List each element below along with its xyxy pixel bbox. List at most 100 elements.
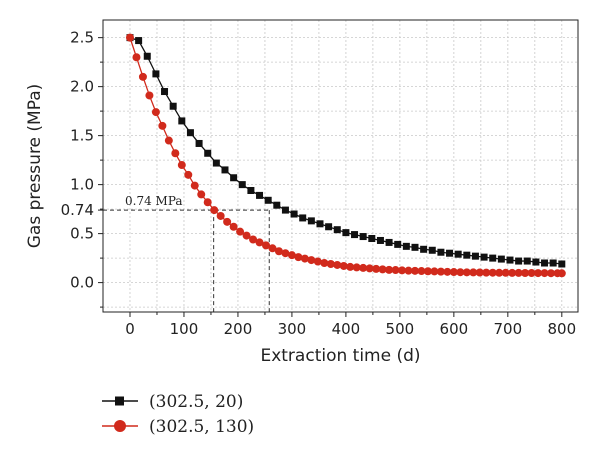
data-point (249, 235, 258, 244)
data-point (527, 269, 536, 278)
data-point (417, 267, 426, 276)
y-tick-label: 1.5 (70, 127, 94, 145)
data-point (368, 235, 376, 243)
data-point (125, 33, 134, 42)
plot-frame (102, 19, 579, 313)
data-point (385, 238, 393, 246)
data-point (300, 254, 309, 263)
data-point (325, 223, 333, 231)
legend-item: (302.5, 20) (102, 392, 243, 412)
data-point (489, 254, 497, 262)
data-point (143, 52, 151, 60)
data-point (378, 265, 387, 274)
data-point (236, 227, 245, 236)
data-point (197, 190, 206, 199)
data-point (428, 246, 436, 254)
data-point (541, 259, 549, 267)
data-point (462, 268, 471, 277)
data-point (372, 264, 381, 273)
data-point (273, 201, 281, 209)
data-point (549, 259, 557, 267)
data-point (515, 257, 523, 265)
data-point (274, 247, 283, 256)
series-square (126, 34, 566, 268)
data-point (186, 129, 194, 137)
data-point (430, 267, 439, 276)
data-point (238, 181, 246, 189)
data-point (352, 263, 361, 272)
data-point (195, 139, 203, 147)
axis-ticks: 0 100 200 300 400 500 600 700 800 0.0 0.5 1.0 1.5 2.0… (61, 29, 577, 338)
data-point (501, 268, 510, 277)
y-tick-label-074: 0.74 (61, 201, 94, 219)
data-point (521, 269, 530, 278)
data-point (255, 238, 264, 247)
x-axis-title: Extraction time (d) (260, 346, 420, 366)
data-point (171, 149, 180, 158)
data-point (190, 181, 199, 190)
data-point (359, 263, 368, 272)
reference-lines (103, 209, 270, 312)
legend-label: (302.5, 20) (149, 392, 243, 412)
data-point (394, 240, 402, 248)
data-point (342, 229, 350, 237)
data-point (158, 121, 167, 130)
y-tick-label: 0.0 (70, 274, 94, 292)
data-point (446, 249, 454, 257)
data-point (385, 265, 394, 274)
data-point (333, 226, 341, 234)
y-tick-label: 1.0 (70, 176, 94, 194)
legend-item: (302.5, 130) (102, 417, 254, 437)
data-point (454, 250, 462, 258)
data-point (164, 136, 173, 145)
data-point (281, 249, 290, 258)
data-point (212, 159, 220, 167)
y-tick-label: 2.5 (70, 29, 94, 47)
legend-marker (115, 396, 124, 406)
data-point (204, 149, 212, 157)
data-point (135, 37, 143, 45)
data-point (540, 269, 549, 278)
legend-label: (302.5, 130) (149, 417, 254, 437)
data-point (229, 222, 238, 231)
data-point (391, 266, 400, 275)
data-point (495, 268, 504, 277)
data-point (320, 259, 329, 268)
grid-lines (103, 20, 578, 312)
data-point (497, 255, 505, 263)
data-point (534, 269, 543, 278)
data-point (376, 236, 384, 244)
data-point (351, 231, 359, 239)
data-point (436, 267, 445, 276)
data-point (480, 253, 488, 261)
data-point (307, 217, 315, 225)
data-point (230, 174, 238, 182)
data-point (203, 198, 212, 207)
data-point (262, 241, 271, 250)
data-point (404, 266, 413, 275)
x-tick-label: 700 (494, 320, 523, 338)
data-point (523, 257, 531, 265)
data-point (456, 268, 465, 277)
data-point (463, 251, 471, 259)
data-point (178, 117, 186, 125)
data-point (210, 206, 219, 215)
data-point (398, 266, 407, 275)
x-tick-label: 400 (332, 320, 361, 338)
data-point (281, 206, 289, 214)
data-point (242, 231, 251, 240)
data-point (287, 251, 296, 260)
data-point (152, 70, 160, 78)
x-tick-label: 600 (440, 320, 469, 338)
data-point (132, 53, 141, 62)
y-axis-title: Gas pressure (MPa) (25, 84, 45, 249)
data-point (514, 268, 523, 277)
x-tick-label: 200 (224, 320, 253, 338)
data-point (326, 259, 335, 268)
data-point (365, 264, 374, 273)
data-point (294, 253, 303, 262)
data-point (151, 108, 160, 117)
data-point (313, 257, 322, 266)
data-point (469, 268, 478, 277)
